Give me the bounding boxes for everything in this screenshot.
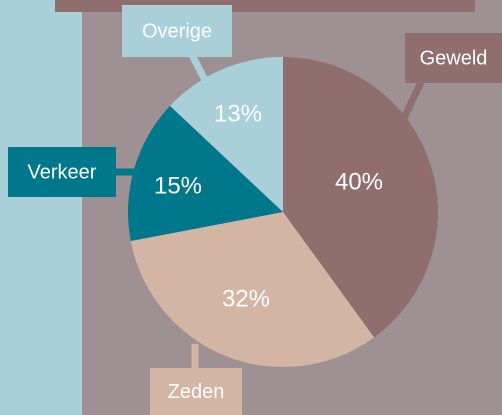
side-strip xyxy=(0,0,82,415)
category-label: Geweld xyxy=(420,47,488,69)
value-label: 13% xyxy=(214,100,262,127)
label-box xyxy=(405,33,502,83)
category-label: Overige xyxy=(142,20,212,42)
value-label: 32% xyxy=(222,285,270,312)
value-label: 15% xyxy=(154,172,202,199)
label-box xyxy=(150,368,242,415)
pie-slice xyxy=(170,57,283,212)
label-box xyxy=(8,147,116,197)
pie-slice xyxy=(283,57,438,338)
value-label: 40% xyxy=(335,168,383,195)
category-label: Zeden xyxy=(168,381,225,403)
pie-slice xyxy=(130,212,375,367)
top-bar xyxy=(55,0,475,12)
pie-slice xyxy=(128,105,283,242)
connector xyxy=(400,78,426,120)
connector xyxy=(188,53,210,84)
category-label: Verkeer xyxy=(28,161,97,183)
label-box xyxy=(122,5,232,57)
